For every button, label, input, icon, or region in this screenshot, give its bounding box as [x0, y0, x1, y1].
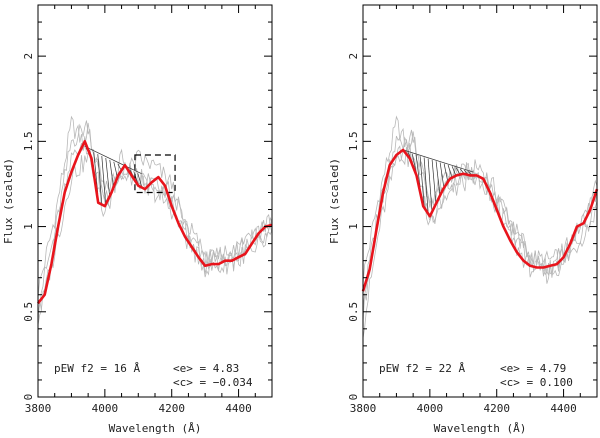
panel-right-hatch-line — [419, 156, 425, 206]
panel-right-xlabel: Wavelength (Å) — [434, 422, 527, 435]
panel-right-e: <e> = 4.79 — [500, 362, 566, 375]
panel-right-spectrum-3 — [362, 129, 598, 339]
panel-right-hatch-line — [435, 161, 441, 198]
panel-right-pew: pEW f2 = 22 Å — [379, 362, 465, 375]
panel-right-ytick-label: 0 — [347, 394, 360, 401]
panel-left-hatch-line — [133, 171, 139, 184]
panel-right-mean-line — [361, 148, 599, 292]
panel-right-hatch-line — [443, 163, 449, 184]
panel-left-spectrum-4 — [37, 152, 273, 326]
panel-right-frame — [362, 4, 598, 398]
panel-right-ytick-label: 1.5 — [347, 131, 360, 151]
panel-left-xtick-label: 4400 — [225, 402, 252, 415]
panel-left-ylabel: Flux (scaled) — [2, 158, 15, 244]
panel-left-xtick-label: 3800 — [25, 402, 52, 415]
panel-left-mean-line — [36, 140, 273, 305]
panel-left-xlabel: Wavelength (Å) — [109, 422, 202, 435]
panel-right-ylabel: Flux (scaled) — [328, 158, 341, 244]
panel-left-ytick-label: 1 — [22, 223, 35, 230]
panel-left-hatch-top — [84, 146, 142, 175]
panel-right-hatch-line — [427, 158, 433, 214]
panel-left-hatch-line — [93, 152, 99, 194]
panel-left-dashed-box — [134, 154, 176, 194]
panel-right-hatch-line — [423, 157, 429, 213]
panel-right-hatch-line — [439, 162, 445, 190]
panel-left-ytick-label: 0 — [22, 394, 35, 401]
panel-right-spectra — [362, 115, 598, 339]
panel-left-e: <e> = 4.83 — [173, 362, 239, 375]
panel-right-hatch-top — [403, 149, 474, 173]
panel-left-hatch-line — [105, 157, 111, 199]
panel-right-c: <c> = 0.100 — [500, 376, 573, 389]
panel-right-ytick-label: 1 — [347, 223, 360, 230]
panel-left-xtick-label: 4200 — [158, 402, 185, 415]
panel-left-xtick-label: 4000 — [92, 402, 119, 415]
panel-left-spectrum-1 — [37, 122, 273, 326]
panel-right-ticks: 3800 4000 4200 4400 0 0.5 1 1.5 2 — [347, 5, 598, 415]
panel-left-spectrum-3 — [37, 120, 273, 313]
panel-left-ytick-label: 0.5 — [22, 302, 35, 322]
panel-left-hatch-line — [109, 159, 115, 190]
panel-right-hatch-line — [447, 164, 453, 179]
panel-right-xtick-label: 4000 — [417, 402, 444, 415]
panel-right-spectrum-1 — [362, 131, 598, 323]
panel-left-ytick-label: 1.5 — [22, 131, 35, 151]
panel-left-hatch-line — [97, 154, 103, 205]
panel-left-ytick-label: 2 — [22, 53, 35, 60]
panel-right-xtick-label: 4400 — [550, 402, 577, 415]
panel-right-hatch-line — [431, 159, 437, 206]
panel-left-spectra — [37, 115, 273, 326]
panel-right-hatch-line — [415, 154, 421, 188]
panel-left-ticks: 3800 4000 4200 4400 0 0.5 1 1.5 2 — [22, 5, 273, 415]
panel-right-xtick-label: 4200 — [483, 402, 510, 415]
panel-left-hatch-line — [101, 156, 107, 207]
panel-left-pew: pEW f2 = 16 Å — [54, 362, 140, 375]
panel-left-hatch-line — [137, 173, 143, 188]
panel-left-c: <c> = −0.034 — [173, 376, 253, 389]
panel-right-ytick-label: 0.5 — [347, 302, 360, 322]
panel-left-spectrum-2 — [37, 115, 273, 298]
panel-right-spectrum-4 — [362, 145, 598, 309]
panel-right-xtick-label: 3800 — [350, 402, 377, 415]
panel-right-ytick-label: 2 — [347, 53, 360, 60]
panel-right-hatch-line — [411, 153, 417, 173]
